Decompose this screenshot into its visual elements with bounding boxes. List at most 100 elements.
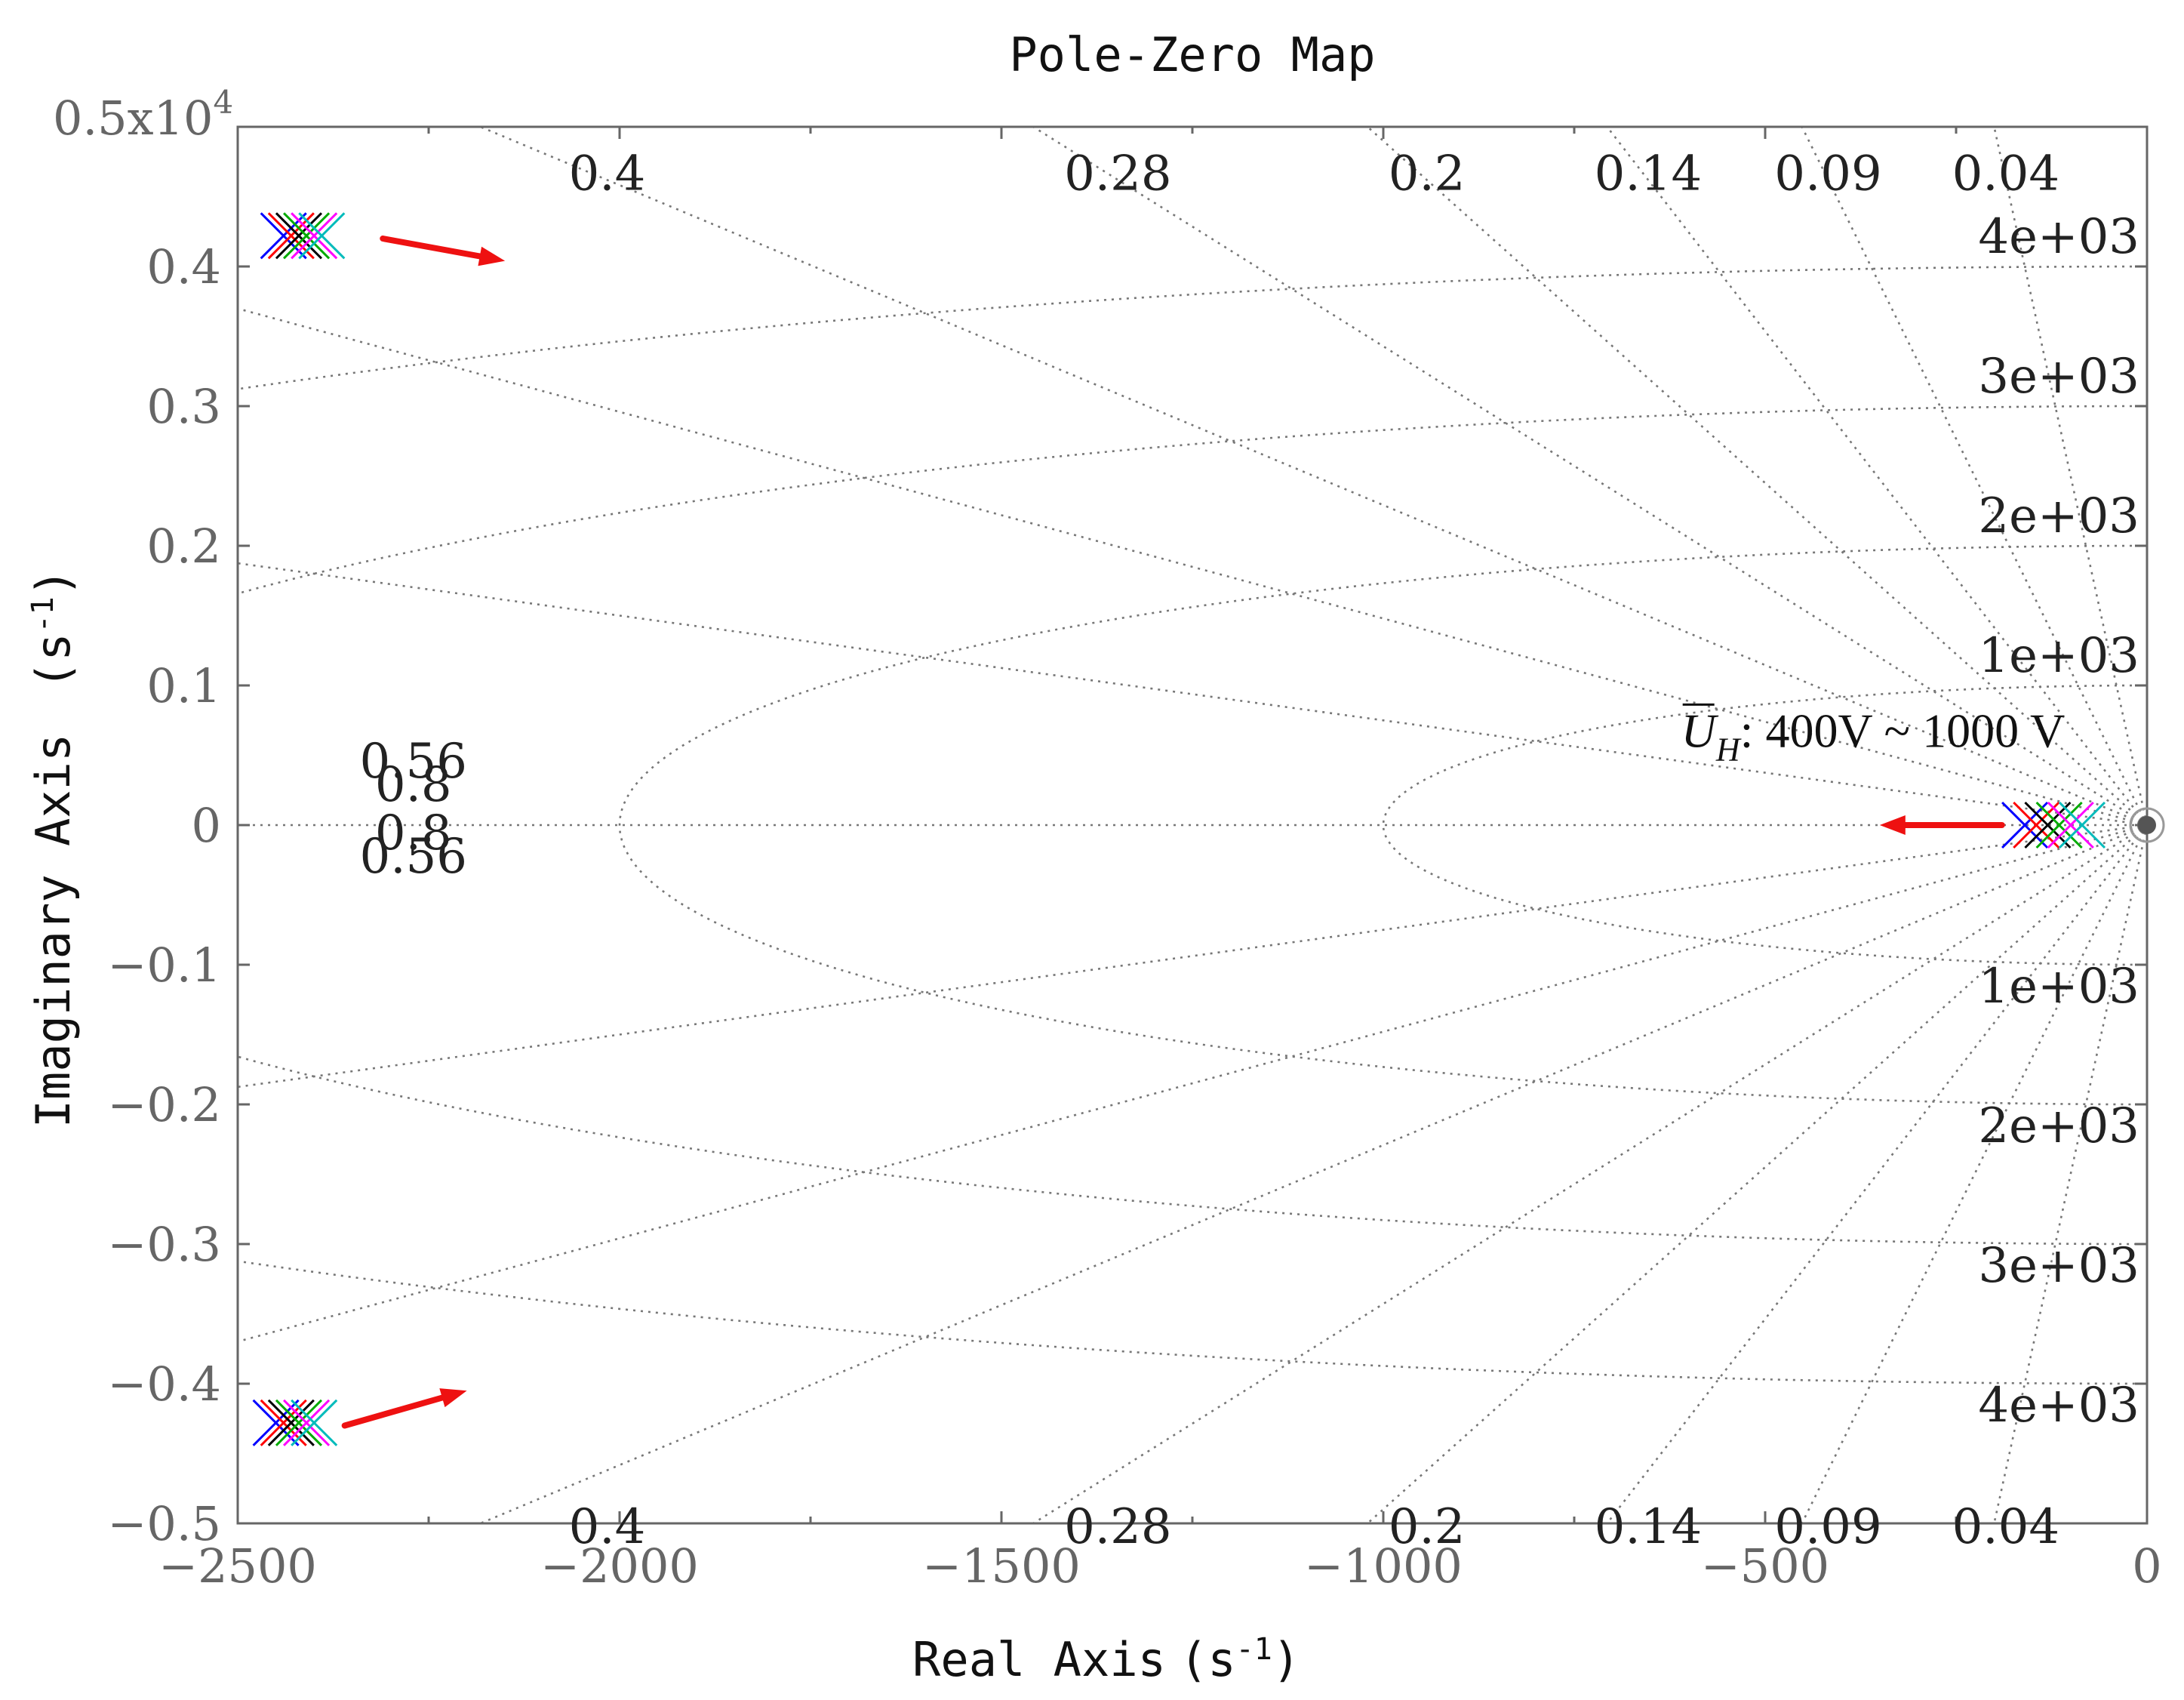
trend-arrow-shaft (380, 236, 483, 260)
pole-stroke (291, 1399, 338, 1446)
frequency-label-lower: 2e+03 (1978, 1098, 2139, 1154)
x-tick-label: 0 (2132, 1538, 2161, 1594)
damping-line-lower (1801, 824, 2149, 1524)
pole-marker-upper (298, 212, 346, 260)
pole-stroke (2013, 801, 2060, 849)
x-tick-label: −1500 (922, 1538, 1081, 1594)
frequency-label-upper: 3e+03 (1978, 349, 2139, 405)
damping-label-lower: 0.8 (375, 805, 452, 861)
grid-label-layer: 0.04 0.04 0.09 0.09 0.14 0.14 0.2 0.2 0.28 0.28 0.… (360, 146, 2139, 1555)
pole-marker-real (2001, 801, 2049, 849)
y-axis-unit: (s-1) (26, 568, 81, 689)
pole-stroke (291, 212, 338, 260)
annotation-subscript: H (1715, 731, 1742, 768)
y-scale-prefix: 0.5x10 (53, 91, 213, 146)
y-tick-label: −0.2 (107, 1077, 221, 1132)
damping-label-lower: 0.09 (1774, 1499, 1882, 1555)
pole-marker-real (2035, 801, 2083, 849)
damping-line-upper (1801, 126, 2149, 826)
pole-stroke (275, 212, 323, 260)
trend-arrow-shaft (341, 1394, 445, 1429)
damping-label-lower: 0.04 (1952, 1499, 2060, 1555)
damping-label-upper: 0.2 (1389, 146, 1466, 202)
x-tick-label: −1000 (1304, 1538, 1463, 1594)
pole-marker-real (2058, 801, 2106, 849)
zero-marker-dot (2138, 816, 2156, 834)
y-tick-label: −0.3 (107, 1217, 221, 1272)
damping-label-lower: 0.14 (1595, 1499, 1703, 1555)
x-tick-label: −500 (1701, 1538, 1829, 1594)
pole-stroke (2001, 801, 2049, 849)
pole-marker-real (2013, 801, 2060, 849)
pole-marker-real (2024, 801, 2072, 849)
frequency-label-upper: 2e+03 (1978, 488, 2139, 544)
pole-marker-lower (283, 1399, 331, 1446)
x-unit-exp: -1 (1236, 1632, 1272, 1667)
pole-stroke (2035, 801, 2083, 849)
pole-stroke (2047, 801, 2094, 849)
damping-label-lower: 0.56 (360, 829, 468, 885)
damping-line-lower (1032, 824, 2148, 1525)
y-tick-label: 0 (192, 798, 221, 853)
tick-layer: −2500 −2000 −1500 −1000 −500 0 −0.5 −0.4 −0.3 −0.… (107, 125, 2162, 1594)
y-tick-label: −0.4 (107, 1357, 221, 1412)
damping-line-lower (237, 824, 2148, 1343)
arrow-layer (341, 236, 2005, 1429)
damping-line-upper (1032, 125, 2148, 827)
x-tick-label: −2000 (540, 1538, 699, 1594)
damping-line-lower (1367, 824, 2148, 1524)
pole-marker-real (2047, 801, 2094, 849)
damping-label-upper: 0.04 (1952, 146, 2060, 202)
annotation-symbol: U (1681, 704, 1719, 757)
marker-layer (252, 212, 2165, 1446)
y-tick-label: −0.5 (107, 1496, 221, 1551)
frequency-label-upper: 4e+03 (1978, 209, 2139, 265)
zero-marker-ring (2129, 807, 2165, 843)
trend-arrow-head (478, 246, 506, 266)
frequency-label-lower: 1e+03 (1978, 959, 2139, 1015)
frequency-label-lower: 3e+03 (1978, 1238, 2139, 1294)
damping-label-upper: 0.14 (1595, 146, 1703, 202)
damping-label-lower: 0.4 (569, 1499, 646, 1555)
y-unit-base: s (26, 633, 81, 661)
y-tick-label: 0.4 (146, 239, 221, 294)
y-tick-label: 0.2 (146, 519, 221, 574)
y-axis-label: Imaginary Axis (26, 734, 81, 1129)
damping-label-lower: 0.28 (1064, 1499, 1172, 1555)
pole-stroke (2058, 801, 2106, 849)
grid-layer (237, 125, 2149, 1525)
voltage-range-annotation: UH: 400V ~ 1000 V (1681, 703, 2066, 768)
frequency-contour (618, 544, 2147, 1106)
chart-title: Pole-Zero Map (1009, 27, 1375, 82)
pole-marker-upper (283, 212, 331, 260)
annotation-range: : 400V ~ 1000 V (1740, 704, 2066, 757)
x-axis-unit: (s-1) (1180, 1632, 1300, 1687)
pole-stroke (267, 1399, 315, 1446)
frequency-contour (238, 405, 2147, 1246)
pole-marker-lower (291, 1399, 338, 1446)
annotation-text: UH: 400V ~ 1000 V (1681, 704, 2066, 768)
damping-line-lower (237, 824, 2148, 1089)
pole-stroke (298, 212, 346, 260)
pole-stroke (283, 1399, 331, 1446)
pole-stroke (2024, 801, 2072, 849)
x-unit-base: s (1207, 1632, 1235, 1687)
frequency-contour (238, 265, 2147, 1385)
y-scale-label: 0.5x104 (53, 84, 233, 146)
y-unit-exp: -1 (26, 596, 60, 633)
y-tick-label: −0.1 (107, 938, 221, 993)
damping-label-upper: 0.28 (1064, 146, 1172, 202)
frequency-label-upper: 1e+03 (1978, 628, 2139, 684)
trend-arrow-head (439, 1388, 467, 1408)
damping-label-upper: 0.09 (1774, 146, 1882, 202)
pole-marker-upper (291, 212, 338, 260)
damping-label-lower: 0.2 (1389, 1499, 1466, 1555)
y-scale-exp: 4 (213, 84, 233, 121)
x-axis-label: Real Axis (912, 1632, 1166, 1687)
x-tick-label: −2500 (158, 1538, 317, 1594)
y-tick-label: 0.3 (146, 379, 221, 434)
pole-stroke (275, 1399, 323, 1446)
damping-label-upper: 0.8 (375, 757, 452, 813)
damping-label-upper: 0.4 (569, 146, 646, 202)
